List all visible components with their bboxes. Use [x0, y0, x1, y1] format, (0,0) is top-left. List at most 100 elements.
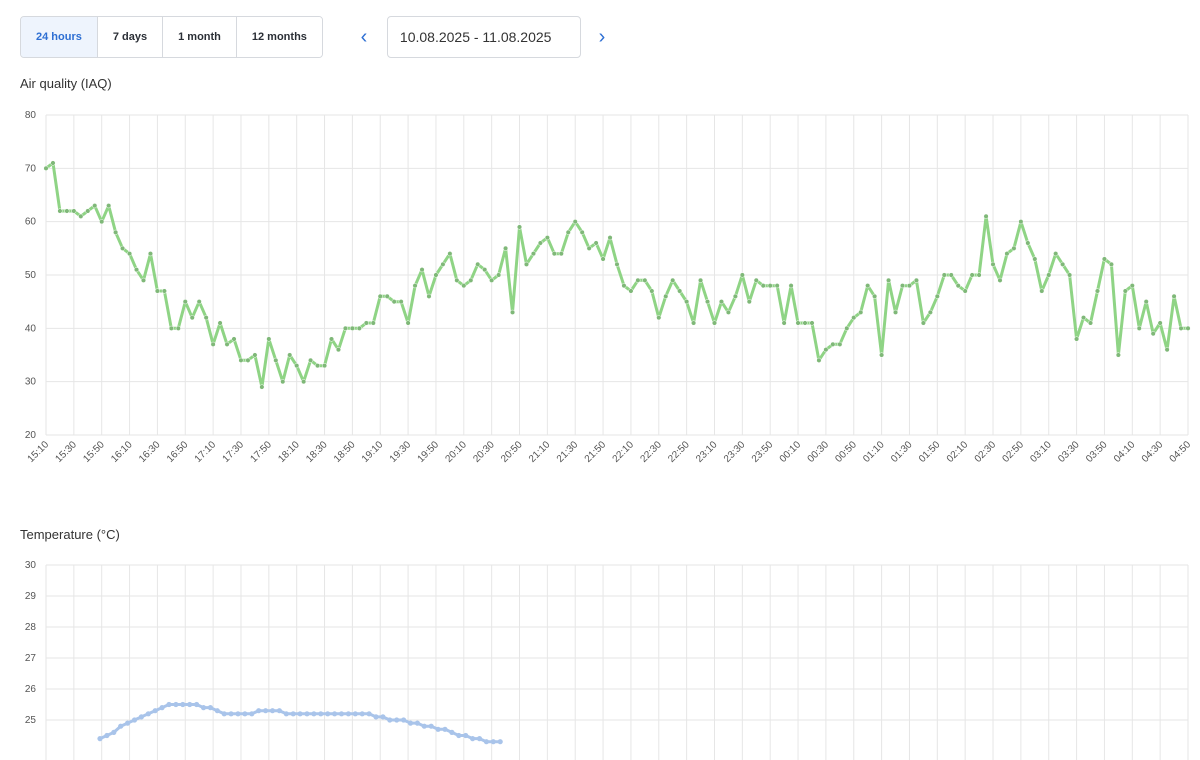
x-tick-label: 02:50	[1001, 439, 1027, 465]
iaq-data-point	[1094, 288, 1101, 294]
x-tick-label: 18:10	[276, 439, 302, 465]
x-tick-label: 22:30	[638, 439, 664, 465]
iaq-data-point	[837, 341, 843, 347]
iaq-data-point	[1018, 219, 1024, 225]
iaq-data-point	[391, 299, 397, 305]
iaq-data-point	[189, 315, 195, 321]
iaq-data-point	[767, 283, 773, 289]
iaq-data-point	[1046, 272, 1052, 278]
temperature-data-point	[401, 717, 407, 723]
iaq-data-point	[1101, 256, 1107, 262]
iaq-data-point	[879, 352, 885, 358]
temperature-data-point	[332, 711, 338, 717]
x-tick-label: 18:30	[304, 439, 330, 465]
iaq-data-point	[57, 208, 63, 214]
iaq-data-point	[844, 325, 850, 331]
x-tick-label: 04:50	[1168, 439, 1194, 465]
chevron-right-icon[interactable]: ›	[598, 25, 606, 48]
range-selector: 24 hours 7 days 1 month 12 months	[20, 16, 323, 58]
iaq-data-point	[433, 272, 439, 278]
temperature-data-point	[428, 723, 434, 729]
temperature-data-point	[297, 711, 303, 717]
x-tick-label: 03:30	[1056, 439, 1082, 465]
iaq-data-point	[718, 299, 725, 305]
iaq-data-point	[92, 203, 98, 209]
iaq-data-point	[1115, 352, 1121, 358]
date-range-field[interactable]: 10.08.2025 - 11.08.2025	[386, 16, 581, 58]
range-7-days-button[interactable]: 7 days	[97, 17, 164, 57]
x-tick-label: 23:10	[694, 439, 720, 465]
y-tick-label: 40	[25, 323, 37, 334]
iaq-data-point	[593, 240, 599, 246]
iaq-data-point	[475, 261, 481, 267]
temperature-data-point	[228, 711, 234, 717]
x-tick-label: 17:10	[193, 439, 219, 465]
temperature-data-point	[311, 711, 317, 717]
x-tick-label: 00:10	[778, 439, 804, 465]
iaq-data-point	[969, 272, 975, 278]
temperature-data-point	[407, 720, 414, 726]
temperature-data-point	[118, 723, 124, 729]
iaq-data-point	[210, 341, 216, 347]
chevron-left-icon[interactable]: ‹	[360, 25, 368, 48]
x-tick-label: 19:10	[360, 439, 386, 465]
iaq-data-point	[496, 272, 502, 278]
iaq-data-point	[934, 293, 940, 299]
temperature-data-point	[138, 714, 144, 720]
temperature-data-point	[394, 717, 400, 723]
temperature-data-point	[249, 711, 255, 717]
iaq-data-point	[677, 288, 683, 294]
iaq-data-point	[245, 357, 251, 363]
iaq-data-point	[1025, 240, 1031, 246]
iaq-data-point	[71, 208, 77, 214]
range-24-hours-button[interactable]: 24 hours	[21, 17, 98, 57]
temperature-data-point	[359, 711, 365, 717]
x-tick-label: 01:30	[889, 439, 915, 465]
iaq-data-point	[412, 283, 418, 289]
temperature-data-point	[221, 711, 227, 717]
iaq-data-point	[858, 309, 864, 315]
x-tick-label: 04:10	[1112, 439, 1138, 465]
iaq-data-point	[906, 283, 913, 289]
iaq-data-point	[1039, 288, 1045, 294]
iaq-data-point	[816, 357, 822, 363]
temperature-data-point	[366, 711, 372, 717]
range-12-months-button[interactable]: 12 months	[236, 17, 322, 57]
iaq-data-point	[746, 299, 752, 305]
x-tick-label: 16:50	[165, 439, 191, 465]
iaq-data-point	[865, 283, 871, 289]
iaq-data-point	[635, 277, 641, 283]
iaq-data-point	[419, 267, 425, 273]
iaq-data-point	[732, 293, 738, 299]
iaq-data-point	[1129, 283, 1135, 289]
iaq-data-point	[43, 165, 49, 171]
range-1-month-button[interactable]: 1 month	[163, 17, 237, 57]
iaq-data-point	[154, 288, 160, 294]
iaq-data-point	[482, 267, 488, 273]
temperature-data-point	[173, 701, 179, 708]
iaq-data-point	[294, 363, 300, 369]
iaq-data-point	[663, 293, 669, 299]
x-tick-label: 15:50	[81, 439, 107, 465]
iaq-data-point	[1053, 251, 1059, 257]
iaq-data-point	[565, 229, 571, 235]
iaq-data-point	[628, 288, 634, 294]
x-tick-label: 20:50	[499, 439, 525, 465]
iaq-data-point	[781, 320, 787, 326]
temperature-data-point	[214, 708, 220, 714]
iaq-data-point	[1164, 347, 1170, 353]
iaq-data-point	[489, 277, 495, 283]
iaq-data-point	[356, 325, 362, 331]
iaq-data-point	[370, 320, 376, 326]
x-tick-label: 04:30	[1140, 439, 1166, 465]
x-tick-label: 15:30	[53, 439, 79, 465]
iaq-data-point	[231, 336, 237, 342]
y-tick-label: 20	[25, 430, 37, 441]
iaq-data-point	[753, 277, 759, 283]
iaq-data-point	[572, 219, 578, 225]
x-tick-label: 21:50	[583, 439, 609, 465]
iaq-data-point	[1157, 320, 1163, 326]
iaq-data-point	[795, 320, 801, 326]
iaq-data-point	[913, 277, 919, 283]
iaq-data-point	[920, 320, 926, 326]
